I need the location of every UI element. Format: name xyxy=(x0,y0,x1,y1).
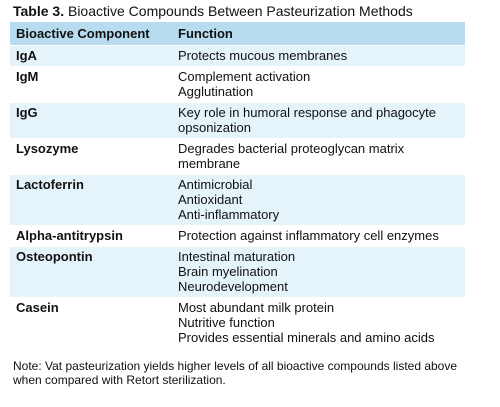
component-cell: Casein xyxy=(10,297,172,349)
function-cell: Degrades bacterial proteoglycan matrix me… xyxy=(172,138,465,175)
function-line: Antioxidant xyxy=(178,192,243,207)
bioactive-compounds-table: Bioactive Component Function IgA Protects… xyxy=(10,22,465,349)
function-line: Complement activation xyxy=(178,69,311,84)
table-row: Casein Most abundant milk protein Nutritiv… xyxy=(10,297,465,349)
component-cell: Alpha-antitrypsin xyxy=(10,225,172,247)
table-body: IgA Protects mucous membranes IgM Complemen… xyxy=(10,45,465,349)
function-line: Provides essential minerals and amino ac… xyxy=(178,330,435,345)
function-cell: Intestinal maturation Brain myelination Ne… xyxy=(172,246,465,298)
table-row: IgA Protects mucous membranes xyxy=(10,45,465,67)
function-cell: Antimicrobial Antioxidant Anti-inflammator… xyxy=(172,174,465,226)
function-cell: Complement activation Agglutination xyxy=(172,66,465,103)
function-line: Nutritive function xyxy=(178,315,275,330)
function-cell: Protection against inflammatory cell enz… xyxy=(172,225,465,247)
table-row: Lysozyme Degrades bacterial proteoglycan … xyxy=(10,138,465,175)
function-line: Degrades bacterial proteoglycan matrix xyxy=(178,141,405,156)
table-row: IgG Key role in humoral response and phag… xyxy=(10,102,465,139)
function-cell: Protects mucous membranes xyxy=(172,45,465,67)
function-line: Protects mucous membranes xyxy=(178,48,348,63)
function-line: Protection against inflammatory cell enz… xyxy=(178,228,439,243)
function-line: Key role in humoral response and phagocy… xyxy=(178,105,436,120)
note-line: Note: Vat pasteurization yields higher l… xyxy=(13,359,458,373)
function-line: Most abundant milk protein xyxy=(178,300,335,315)
table-header-row: Bioactive Component Function xyxy=(10,22,465,46)
function-cell: Most abundant milk protein Nutritive func… xyxy=(172,297,465,349)
function-line: Brain myelination xyxy=(178,264,278,279)
table-row: Alpha-antitrypsin Protection against infl… xyxy=(10,225,465,247)
function-line: Intestinal maturation xyxy=(178,249,296,264)
function-line: opsonization xyxy=(178,120,251,135)
function-cell: Key role in humoral response and phagocy… xyxy=(172,102,465,139)
table-note: Note: Vat pasteurization yields higher l… xyxy=(13,359,483,387)
function-line: Antimicrobial xyxy=(178,177,253,192)
header-function: Function xyxy=(172,22,465,46)
component-cell: IgM xyxy=(10,66,172,103)
table-row: IgM Complement activation Agglutination xyxy=(10,66,465,103)
function-line: Anti-inflammatory xyxy=(178,207,280,222)
component-cell: IgA xyxy=(10,45,172,67)
table-caption: Table 3. Bioactive Compounds Between Pas… xyxy=(13,2,413,20)
function-line: Neurodevelopment xyxy=(178,279,288,294)
component-cell: Lactoferrin xyxy=(10,174,172,226)
function-line: membrane xyxy=(178,156,241,171)
component-cell: IgG xyxy=(10,102,172,139)
note-line: when compared with Retort sterilization. xyxy=(13,373,226,387)
component-cell: Osteopontin xyxy=(10,246,172,298)
caption-title: Bioactive Compounds Between Pasteurizati… xyxy=(67,3,413,19)
function-line: Agglutination xyxy=(178,84,254,99)
table-row: Osteopontin Intestinal maturation Brain my… xyxy=(10,246,465,298)
component-cell: Lysozyme xyxy=(10,138,172,175)
caption-label: Table 3. xyxy=(13,3,65,19)
table-row: Lactoferrin Antimicrobial Antioxidant Anti-… xyxy=(10,174,465,226)
header-component: Bioactive Component xyxy=(10,22,172,46)
